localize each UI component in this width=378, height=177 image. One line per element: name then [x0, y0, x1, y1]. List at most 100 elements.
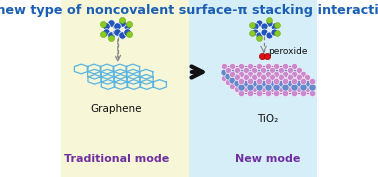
Point: [265, 80, 271, 83]
Point: [108, 37, 114, 39]
Point: [220, 77, 226, 79]
Text: New mode: New mode: [235, 154, 301, 164]
Point: [256, 86, 262, 89]
Point: [282, 80, 288, 83]
Point: [300, 92, 306, 95]
Point: [243, 82, 249, 85]
Point: [256, 65, 262, 67]
Point: [287, 76, 293, 79]
Point: [119, 22, 125, 25]
Point: [260, 68, 266, 71]
Point: [287, 74, 293, 77]
Point: [287, 80, 293, 83]
Point: [256, 84, 262, 87]
Point: [300, 72, 306, 75]
Point: [124, 25, 130, 27]
Point: [234, 74, 240, 77]
Point: [291, 80, 297, 83]
Point: [124, 30, 130, 33]
Point: [247, 78, 253, 81]
Point: [238, 72, 244, 75]
Point: [256, 36, 262, 39]
Point: [265, 92, 271, 95]
Point: [119, 19, 125, 21]
Text: A new type of noncovalent surface-π stacking interaction: A new type of noncovalent surface-π stac…: [0, 4, 378, 17]
Point: [309, 80, 315, 83]
Point: [282, 86, 288, 89]
Point: [265, 72, 271, 75]
Point: [249, 32, 255, 35]
Point: [256, 72, 262, 75]
Point: [309, 80, 315, 83]
Point: [296, 88, 302, 91]
Point: [234, 76, 240, 79]
Point: [113, 25, 119, 27]
Point: [101, 23, 107, 26]
Point: [273, 72, 279, 75]
Point: [251, 74, 257, 77]
Point: [278, 82, 284, 85]
Point: [256, 77, 262, 79]
Point: [247, 86, 253, 89]
Point: [229, 72, 235, 75]
Point: [238, 80, 244, 83]
Point: [247, 80, 253, 83]
Text: Traditional mode: Traditional mode: [64, 154, 169, 164]
Point: [234, 68, 240, 71]
Point: [291, 92, 297, 95]
Point: [309, 92, 315, 95]
Point: [251, 76, 257, 79]
Point: [273, 71, 279, 73]
Point: [256, 71, 262, 73]
Point: [269, 88, 275, 91]
Point: [126, 32, 132, 35]
Point: [291, 65, 297, 67]
Point: [229, 78, 235, 81]
Point: [260, 82, 266, 85]
Point: [278, 76, 284, 79]
Point: [238, 86, 244, 89]
Point: [256, 33, 262, 36]
Point: [119, 33, 125, 36]
Point: [291, 72, 297, 75]
Point: [260, 74, 266, 77]
Point: [269, 82, 275, 85]
Point: [273, 80, 279, 83]
Point: [291, 84, 297, 87]
Point: [243, 76, 249, 79]
Point: [262, 25, 268, 28]
Point: [225, 80, 231, 83]
Point: [273, 78, 279, 81]
Point: [238, 71, 244, 73]
Point: [220, 71, 226, 73]
Point: [291, 78, 297, 81]
Point: [300, 78, 306, 81]
Point: [287, 68, 293, 71]
Point: [265, 86, 271, 89]
Point: [296, 80, 302, 83]
Point: [251, 30, 257, 33]
Point: [238, 77, 244, 79]
Point: [103, 25, 109, 27]
Point: [249, 23, 255, 26]
Point: [282, 80, 288, 83]
Point: [251, 88, 257, 91]
Point: [114, 25, 120, 27]
Point: [271, 25, 277, 28]
Point: [273, 84, 279, 87]
Point: [247, 65, 253, 67]
Point: [273, 86, 279, 89]
Point: [265, 86, 271, 89]
Point: [266, 22, 272, 25]
Point: [256, 92, 262, 95]
Point: [238, 84, 244, 87]
Point: [271, 30, 277, 33]
Point: [282, 92, 288, 95]
Point: [291, 92, 297, 95]
Point: [265, 84, 271, 87]
Point: [300, 86, 306, 89]
Point: [256, 78, 262, 81]
Point: [300, 86, 306, 89]
Bar: [189, 0, 317, 177]
Point: [256, 80, 262, 83]
